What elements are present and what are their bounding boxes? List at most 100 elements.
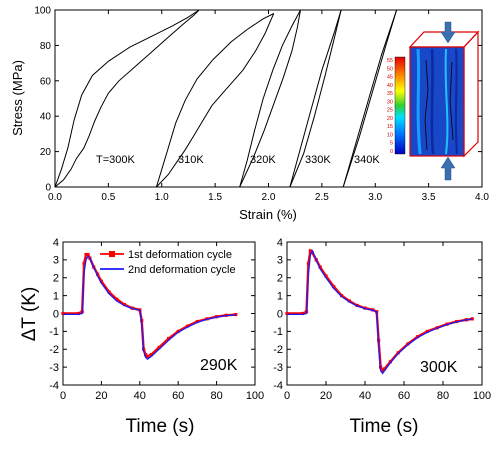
top-xlabel: Strain (%) [239,207,297,222]
br-curve-group [285,248,474,375]
y-tick-label: 4 [277,237,283,249]
inset-arrow-up-icon [440,156,456,181]
x-tick-label: 80 [437,390,449,402]
series-line-2 [63,255,236,360]
colorbar-tick-label: 0 [390,149,393,155]
annotation-300k: T=300K [96,154,135,166]
x-tick-label: 40 [359,390,371,402]
curve-320K-unloading [239,9,301,188]
y-tick-label: 2 [277,273,283,285]
series-point-1 [310,251,314,255]
inset-arrow-down-icon [440,21,456,44]
x-tick-label: 1.0 [155,192,169,203]
annotation-320k: 320K [250,154,276,166]
series-point-1 [301,311,305,316]
stress-strain-chart: 0.0 0.5 1.0 1.5 2.0 2.5 3.0 3.5 4.0020406080100 … [10,6,489,223]
y-tick-label: -1 [49,326,59,338]
colorbar-tick-label: 10 [387,132,393,138]
series-point-1 [318,265,322,269]
annotation-310k: 310K [178,154,204,166]
y-tick-label: 3 [53,255,59,267]
series-point-1 [143,353,148,357]
colorbar-tick-label: 50 [387,66,393,72]
y-tick-label: -4 [49,380,59,392]
inset-phase-band-1 [416,48,422,155]
x-tick-label: 20 [320,390,332,402]
y-tick-label: 3 [277,255,283,267]
y-tick-label: 0 [277,308,283,320]
bl-annotation: 290K [200,357,238,374]
x-tick-label: 0.5 [101,192,115,203]
colorbar-tick-label: 25 [387,108,393,114]
x-tick-label: 2.0 [262,192,276,203]
inset-phase-band-3 [444,48,449,155]
x-tick-label: 100 [473,390,491,402]
y-tick-label: 2 [53,273,59,285]
series-point-1 [332,285,336,289]
inset-phase-crack-2 [449,61,454,141]
br-xlabel: Time (s) [350,416,419,437]
series-point-1 [425,329,429,333]
bl-ylabel: ΔT (K) [19,287,40,342]
series-point-1 [167,336,171,341]
x-tick-label: 0 [60,390,66,402]
series-point-1 [99,279,103,283]
curve-340K-loading [342,9,398,188]
legend: 1st deformation cycle 2nd deformation cy… [100,249,236,276]
colorbar-tick-label: 20 [387,116,393,122]
colorbar-tick-label: 35 [387,91,393,97]
series-point-1 [306,261,311,266]
colorbar-tick-label: 45 [387,75,393,81]
annotation-340k: 340K [354,154,380,166]
legend-marker-first [109,251,115,257]
top-curve-group [54,9,398,188]
top-ylabel: Stress (MPa) [10,60,25,136]
series-point-1 [176,329,180,333]
y-tick-label: 20 [40,147,52,158]
colorbar-tick-label: 5 [390,141,393,147]
colorbar-tick-label: 15 [387,124,393,130]
br-tick-group: 0 20 40 60 80 100 -4 -3 -2 -1 0 1 2 3 4 [273,237,491,402]
y-tick-label: -3 [49,362,59,374]
series-point-1 [149,353,153,357]
y-tick-label: 60 [40,76,52,87]
series-point-1 [195,319,199,324]
inset-phase-crack [424,59,429,151]
y-tick-label: -2 [273,344,283,356]
y-tick-label: 100 [34,6,51,17]
series-point-1 [82,261,86,266]
series-point-1 [76,311,80,316]
br-annotation: 300K [420,359,458,376]
bl-xlabel: Time (s) [126,416,195,437]
curve-300K-loading [54,9,200,188]
legend-label-second: 2nd deformation cycle [128,264,236,276]
series-point-1 [308,249,312,253]
curve-310K-loading [155,13,275,188]
series-point-1 [95,272,100,276]
series-point-1 [107,290,111,294]
colorbar-tick-label: 55 [387,58,393,64]
x-tick-label: 0.0 [48,192,62,203]
inset-colorbar [394,56,406,155]
curve-330K-loading [289,9,342,188]
inset-phase-band-2 [430,48,435,155]
y-tick-label: -2 [49,344,59,356]
series-point-1 [234,312,238,317]
y-tick-label: -4 [273,380,283,392]
y-tick-label: -1 [273,326,283,338]
inset-phase-band-4 [454,48,458,155]
inset-box-side [463,30,479,158]
curve-340K-unloading [342,9,398,188]
series-point-1 [61,311,65,316]
bl-tick-group: 0 20 40 60 80 100 -4 -3 -2 -1 0 1 2 3 4 [49,237,264,402]
x-tick-label: 60 [172,390,184,402]
x-tick-label: 60 [398,390,410,402]
y-tick-label: 1 [53,290,59,302]
x-tick-label: 0 [284,390,290,402]
series-point-1 [122,302,127,307]
series-point-1 [324,274,328,278]
curve-300K-unloading [54,9,200,188]
x-tick-label: 2.5 [315,192,329,203]
